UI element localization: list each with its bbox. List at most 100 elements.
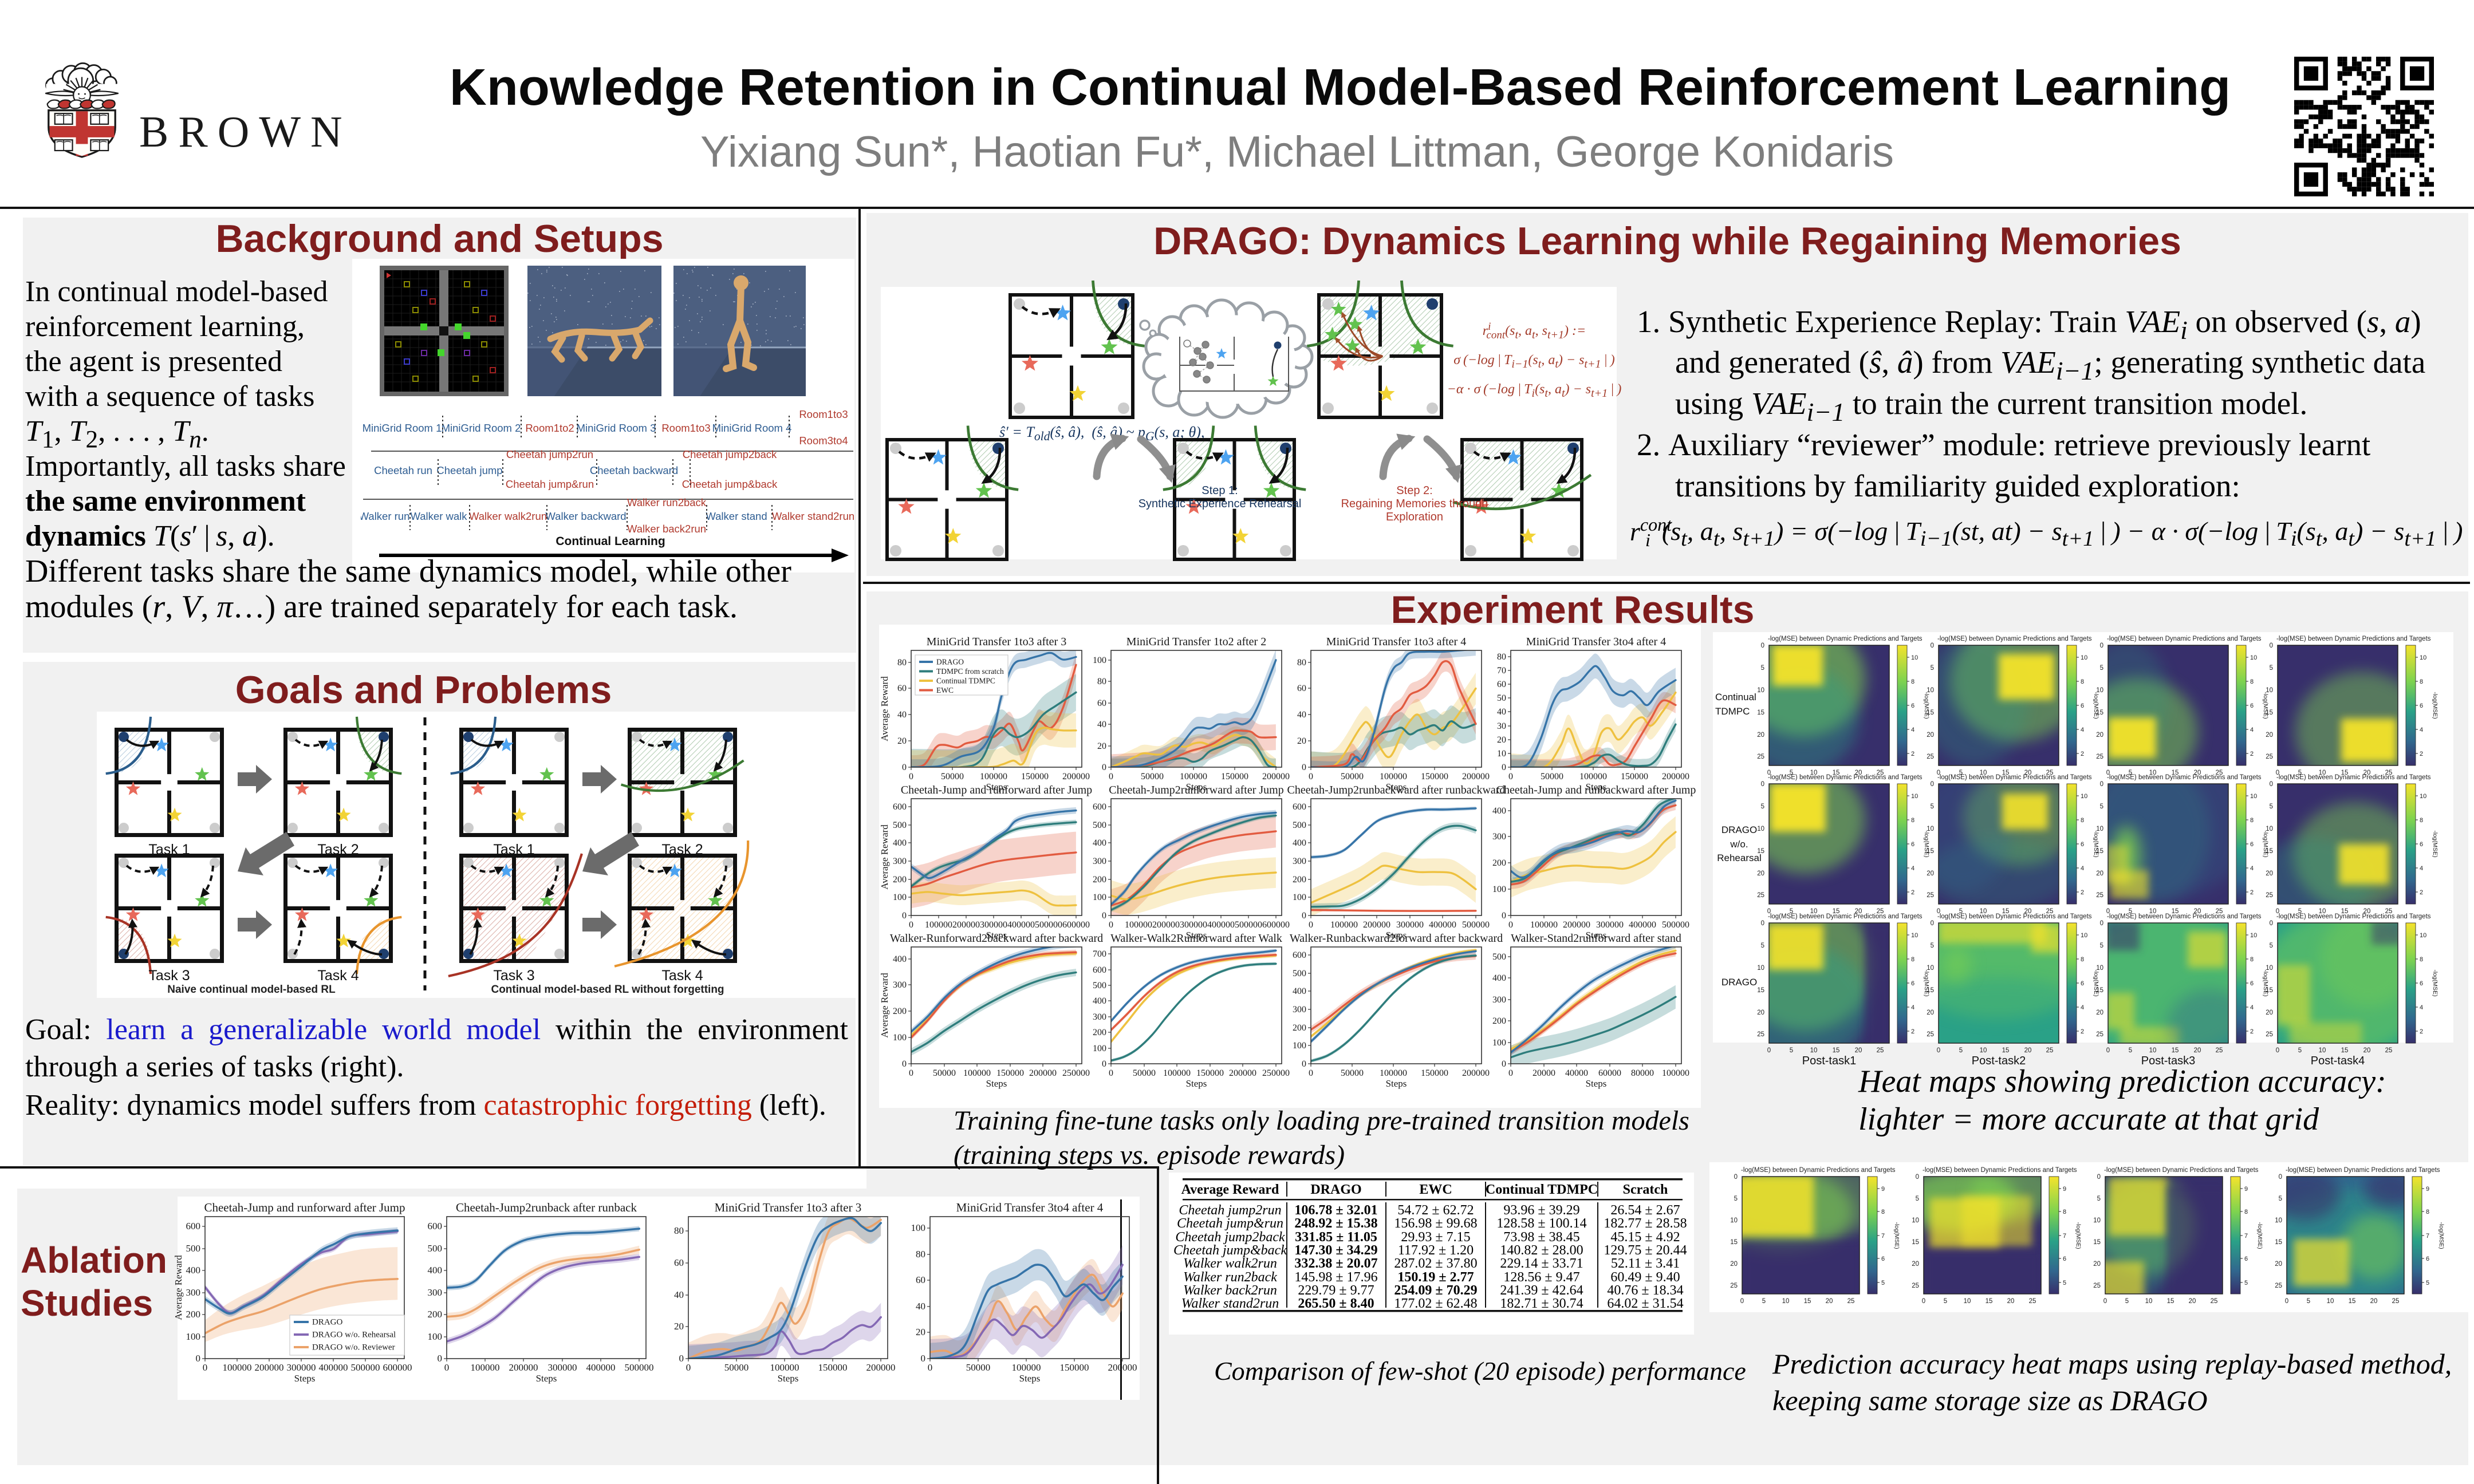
svg-text:20000: 20000 xyxy=(1533,1068,1555,1078)
svg-text:15: 15 xyxy=(2341,908,2349,915)
svg-text:200: 200 xyxy=(186,1309,201,1320)
svg-text:5: 5 xyxy=(1959,908,1963,915)
svg-text:300: 300 xyxy=(1093,1012,1106,1022)
svg-text:15: 15 xyxy=(1804,1298,1811,1305)
svg-text:100000: 100000 xyxy=(1125,920,1152,930)
svg-text:25: 25 xyxy=(2216,769,2223,776)
svg-text:20: 20 xyxy=(2275,1261,2282,1268)
svg-text:Steps: Steps xyxy=(1386,1078,1407,1089)
svg-text:20: 20 xyxy=(674,1321,684,1332)
svg-text:15: 15 xyxy=(2341,1047,2349,1054)
svg-text:15: 15 xyxy=(1985,1298,1993,1305)
svg-text:10: 10 xyxy=(1980,908,1987,915)
svg-text:5: 5 xyxy=(1931,803,1934,810)
svg-text:4: 4 xyxy=(2250,1004,2254,1011)
svg-text:150000: 150000 xyxy=(1021,772,1049,782)
svg-text:20: 20 xyxy=(2096,870,2103,877)
svg-text:Cheetah-Jump and runforward af: Cheetah-Jump and runforward after Jump xyxy=(204,1202,405,1214)
svg-text:Steps: Steps xyxy=(778,1373,799,1384)
svg-text:MiniGrid Transfer 3to4 after 4: MiniGrid Transfer 3to4 after 4 xyxy=(956,1202,1104,1214)
svg-text:150000: 150000 xyxy=(1060,1362,1089,1373)
svg-text:25: 25 xyxy=(1757,753,1764,760)
svg-text:Walker walk2run: Walker walk2run xyxy=(1183,1256,1277,1271)
svg-text:80: 80 xyxy=(1097,677,1106,686)
svg-text:300: 300 xyxy=(1492,995,1506,1005)
svg-text:0: 0 xyxy=(2276,769,2279,776)
svg-text:Walker walk: Walker walk xyxy=(410,510,467,522)
svg-text:100000: 100000 xyxy=(1662,1068,1689,1078)
svg-text:200: 200 xyxy=(893,875,907,885)
svg-text:0: 0 xyxy=(1302,1059,1306,1069)
svg-text:600: 600 xyxy=(1093,965,1106,975)
svg-text:0: 0 xyxy=(1767,908,1771,915)
svg-text:0: 0 xyxy=(1508,1068,1513,1078)
svg-text:7: 7 xyxy=(1881,1233,1885,1240)
svg-text:0: 0 xyxy=(2270,920,2273,927)
svg-text:Cheetah-Jump2runbackward after: Cheetah-Jump2runbackward after runbackwa… xyxy=(1287,784,1506,796)
svg-text:5: 5 xyxy=(2270,803,2273,810)
svg-text:EWC: EWC xyxy=(1419,1182,1452,1197)
svg-text:DRAGO w/o. Rehearsal: DRAGO w/o. Rehearsal xyxy=(312,1331,396,1340)
svg-text:0: 0 xyxy=(1931,642,1934,649)
svg-text:-log(MSE): -log(MSE) xyxy=(2075,1222,2081,1249)
svg-text:80: 80 xyxy=(1497,652,1506,662)
svg-text:5: 5 xyxy=(1959,769,1963,776)
svg-text:25: 25 xyxy=(2275,1282,2282,1289)
svg-text:600: 600 xyxy=(428,1221,443,1232)
svg-text:40: 40 xyxy=(1497,707,1506,717)
svg-text:250000: 250000 xyxy=(1062,1068,1090,1078)
svg-text:400: 400 xyxy=(186,1265,201,1276)
svg-text:0: 0 xyxy=(1740,1298,1744,1305)
svg-text:10: 10 xyxy=(2275,1217,2282,1224)
svg-text:Cheetah jump2back: Cheetah jump2back xyxy=(1175,1230,1285,1245)
svg-text:128.58 ± 100.14: 128.58 ± 100.14 xyxy=(1496,1216,1586,1231)
svg-text:229.14 ± 33.71: 229.14 ± 33.71 xyxy=(1500,1256,1583,1271)
svg-text:331.85 ± 11.05: 331.85 ± 11.05 xyxy=(1295,1230,1377,1245)
svg-text:200: 200 xyxy=(1293,875,1306,885)
svg-text:20: 20 xyxy=(1927,1009,1934,1016)
svg-text:0: 0 xyxy=(1109,920,1113,930)
svg-text:5: 5 xyxy=(1944,1298,1947,1305)
svg-text:200000: 200000 xyxy=(952,920,980,930)
svg-text:Walker stand2run: Walker stand2run xyxy=(772,510,854,522)
svg-text:40.76 ± 18.34: 40.76 ± 18.34 xyxy=(1607,1283,1683,1298)
svg-text:100: 100 xyxy=(1293,1041,1306,1051)
svg-text:300: 300 xyxy=(1293,857,1306,866)
svg-text:20: 20 xyxy=(2024,908,2032,915)
svg-text:4: 4 xyxy=(2081,1004,2084,1011)
svg-text:6: 6 xyxy=(2426,1256,2429,1262)
svg-text:Cheetah-Jump2runback after run: Cheetah-Jump2runback after runback xyxy=(456,1202,637,1214)
svg-text:40: 40 xyxy=(916,1301,925,1312)
svg-text:40: 40 xyxy=(1097,720,1106,729)
svg-text:10: 10 xyxy=(1810,769,1818,776)
svg-text:4: 4 xyxy=(1911,1004,1914,1011)
svg-text:200: 200 xyxy=(1293,1023,1306,1033)
svg-text:15: 15 xyxy=(1833,908,1840,915)
svg-text:6: 6 xyxy=(2244,1256,2248,1262)
svg-text:200000: 200000 xyxy=(1108,1362,1137,1373)
svg-text:200: 200 xyxy=(1093,875,1106,885)
svg-text:156.98 ± 99.68: 156.98 ± 99.68 xyxy=(1394,1216,1477,1231)
svg-text:15: 15 xyxy=(2172,1047,2179,1054)
svg-text:300000: 300000 xyxy=(1180,920,1207,930)
svg-text:Steps: Steps xyxy=(1386,782,1407,792)
svg-text:100000: 100000 xyxy=(1180,772,1207,782)
svg-text:0: 0 xyxy=(1937,908,1940,915)
svg-text:100000: 100000 xyxy=(963,1068,991,1078)
svg-text:EWC: EWC xyxy=(936,686,954,694)
svg-text:Continual Learning: Continual Learning xyxy=(556,535,665,548)
svg-text:15: 15 xyxy=(2002,769,2010,776)
svg-text:100: 100 xyxy=(893,1033,907,1043)
svg-text:0: 0 xyxy=(196,1353,201,1364)
svg-text:5: 5 xyxy=(2298,769,2302,776)
svg-text:20: 20 xyxy=(2096,1009,2103,1016)
svg-text:Walker run2back: Walker run2back xyxy=(1183,1270,1277,1285)
svg-text:0: 0 xyxy=(1502,763,1506,772)
svg-text:MiniGrid Transfer 1to3 after 3: MiniGrid Transfer 1to3 after 3 xyxy=(927,636,1066,648)
svg-text:8: 8 xyxy=(1911,956,1914,963)
svg-text:-log(MSE): -log(MSE) xyxy=(2432,830,2438,857)
svg-text:25: 25 xyxy=(2096,753,2103,760)
svg-text:10: 10 xyxy=(2250,793,2257,800)
svg-text:500: 500 xyxy=(1293,969,1306,978)
svg-text:-log(MSE) between Dynamic Pred: -log(MSE) between Dynamic Predictions an… xyxy=(1768,913,1923,920)
